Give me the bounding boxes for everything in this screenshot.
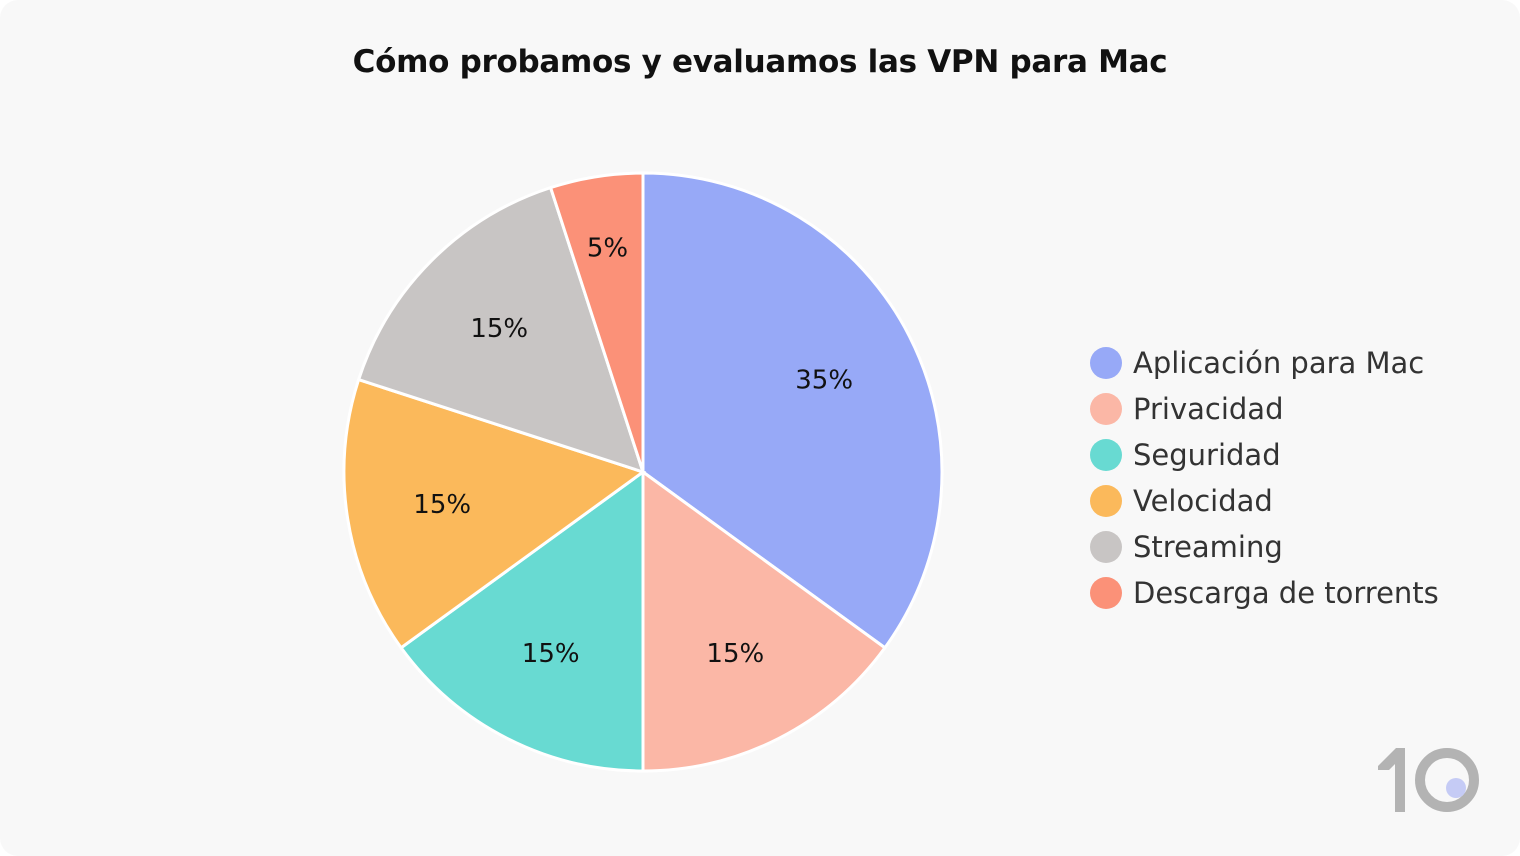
pie-slice-5 (548, 171, 645, 473)
legend-swatch (1090, 531, 1122, 563)
legend-swatch (1090, 393, 1122, 425)
legend-swatch (1090, 485, 1122, 517)
legend-item: Seguridad (1090, 432, 1439, 478)
legend-item: Velocidad (1090, 478, 1439, 524)
pie-slice-0 (641, 171, 944, 650)
legend-swatch (1090, 577, 1122, 609)
legend-item: Aplicación para Mac (1090, 340, 1439, 386)
legend-label: Velocidad (1133, 484, 1273, 518)
chart-title: Cómo probamos y evaluamos las VPN para M… (352, 44, 1168, 80)
pie-slice-1 (641, 469, 887, 773)
legend-label: Streaming (1133, 530, 1283, 564)
data-label: 15% (522, 639, 580, 669)
legend-label: Descarga de torrents (1133, 576, 1439, 610)
pie-slice-4 (356, 185, 646, 475)
data-label: 15% (706, 639, 764, 669)
legend-swatch (1090, 439, 1122, 471)
legend: Aplicación para Mac Privacidad Seguridad Ve… (1090, 340, 1439, 616)
data-label: 35% (795, 366, 853, 396)
legend-swatch (1090, 347, 1122, 379)
legend-item: Streaming (1090, 524, 1439, 570)
legend-label: Aplicación para Mac (1133, 346, 1425, 380)
data-label: 15% (413, 490, 471, 520)
legend-item: Privacidad (1090, 386, 1439, 432)
legend-label: Privacidad (1133, 392, 1284, 426)
pie-slice-2 (399, 469, 645, 773)
legend-label: Seguridad (1133, 438, 1281, 472)
legend-item: Descarga de torrents (1090, 570, 1439, 616)
pie-slice-3 (342, 377, 647, 650)
data-label: 15% (470, 314, 528, 344)
data-label: 5% (587, 234, 628, 264)
